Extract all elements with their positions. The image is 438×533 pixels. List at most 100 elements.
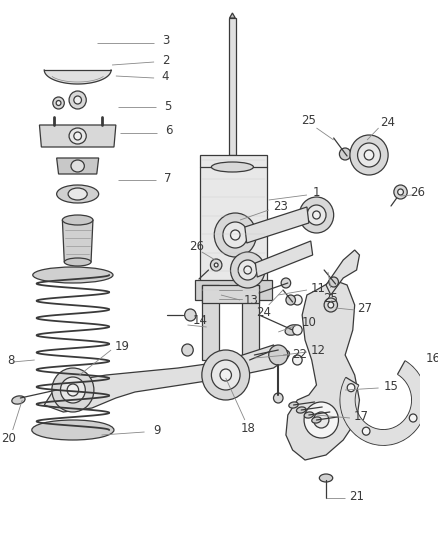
Text: 1: 1: [313, 185, 320, 198]
Text: 26: 26: [410, 185, 425, 198]
Ellipse shape: [68, 188, 87, 200]
Circle shape: [409, 414, 417, 422]
Ellipse shape: [71, 160, 85, 172]
Text: 27: 27: [357, 302, 372, 314]
Circle shape: [357, 143, 381, 167]
Ellipse shape: [312, 417, 321, 423]
Text: 21: 21: [349, 490, 364, 504]
Text: 22: 22: [292, 348, 307, 360]
Text: 13: 13: [244, 294, 259, 306]
Text: 3: 3: [162, 35, 169, 47]
Ellipse shape: [33, 267, 113, 283]
Ellipse shape: [289, 402, 298, 408]
Circle shape: [394, 185, 407, 199]
Polygon shape: [229, 18, 236, 155]
Circle shape: [244, 266, 251, 274]
Text: 19: 19: [115, 340, 130, 352]
Ellipse shape: [74, 132, 81, 140]
Circle shape: [223, 222, 248, 248]
Circle shape: [202, 350, 250, 400]
Text: 23: 23: [273, 200, 288, 214]
Text: 11: 11: [311, 281, 326, 295]
Circle shape: [299, 197, 334, 233]
Circle shape: [53, 97, 64, 109]
Circle shape: [212, 360, 240, 390]
Polygon shape: [44, 345, 288, 412]
Text: 4: 4: [162, 69, 170, 83]
Circle shape: [238, 260, 257, 280]
Ellipse shape: [285, 325, 300, 335]
Ellipse shape: [297, 407, 306, 413]
Text: 12: 12: [311, 343, 326, 357]
Text: 26: 26: [190, 239, 205, 253]
Polygon shape: [255, 241, 313, 277]
Text: 24: 24: [256, 305, 272, 319]
Circle shape: [364, 150, 374, 160]
Circle shape: [293, 295, 302, 305]
Circle shape: [328, 302, 334, 308]
Circle shape: [293, 325, 302, 335]
Circle shape: [339, 148, 351, 160]
Ellipse shape: [64, 258, 91, 266]
Ellipse shape: [12, 396, 25, 404]
Circle shape: [185, 309, 196, 321]
Circle shape: [74, 96, 81, 104]
Circle shape: [182, 344, 193, 356]
Ellipse shape: [62, 215, 93, 225]
Text: 2: 2: [162, 53, 170, 67]
Polygon shape: [202, 285, 259, 303]
Circle shape: [52, 368, 94, 412]
Polygon shape: [242, 285, 259, 360]
Text: 15: 15: [384, 381, 399, 393]
Circle shape: [304, 402, 339, 438]
Text: 18: 18: [240, 422, 255, 434]
Polygon shape: [245, 207, 309, 243]
Text: 17: 17: [354, 410, 369, 424]
Text: 24: 24: [380, 116, 395, 128]
Circle shape: [60, 377, 85, 403]
Text: 7: 7: [164, 172, 171, 184]
Text: 5: 5: [164, 101, 171, 114]
Polygon shape: [39, 125, 116, 147]
Text: 6: 6: [165, 125, 172, 138]
Ellipse shape: [276, 350, 290, 360]
Circle shape: [230, 230, 240, 240]
Polygon shape: [62, 220, 93, 262]
Circle shape: [269, 345, 288, 365]
Polygon shape: [202, 285, 219, 360]
Polygon shape: [230, 13, 235, 18]
Polygon shape: [195, 280, 272, 300]
Text: 16: 16: [426, 351, 438, 365]
Circle shape: [314, 412, 329, 428]
Ellipse shape: [69, 128, 86, 144]
Polygon shape: [326, 250, 360, 295]
Circle shape: [69, 91, 86, 109]
Circle shape: [293, 355, 302, 365]
Circle shape: [67, 384, 78, 396]
Polygon shape: [57, 158, 99, 174]
Text: 8: 8: [7, 353, 14, 367]
Circle shape: [307, 205, 326, 225]
Circle shape: [313, 211, 320, 219]
Text: 9: 9: [153, 424, 161, 437]
Text: 10: 10: [301, 317, 316, 329]
Text: 25: 25: [301, 114, 316, 126]
Circle shape: [329, 277, 339, 287]
Circle shape: [347, 384, 355, 392]
Text: 20: 20: [1, 432, 16, 445]
Circle shape: [362, 427, 370, 435]
Circle shape: [350, 135, 388, 175]
Text: 14: 14: [192, 313, 208, 327]
Circle shape: [324, 298, 338, 312]
Ellipse shape: [57, 185, 99, 203]
Ellipse shape: [304, 412, 314, 418]
Circle shape: [56, 101, 61, 106]
Circle shape: [273, 393, 283, 403]
Circle shape: [210, 259, 222, 271]
Circle shape: [220, 369, 231, 381]
Circle shape: [286, 295, 296, 305]
Circle shape: [230, 252, 265, 288]
Ellipse shape: [319, 474, 333, 482]
Ellipse shape: [32, 420, 114, 440]
Circle shape: [398, 189, 403, 195]
